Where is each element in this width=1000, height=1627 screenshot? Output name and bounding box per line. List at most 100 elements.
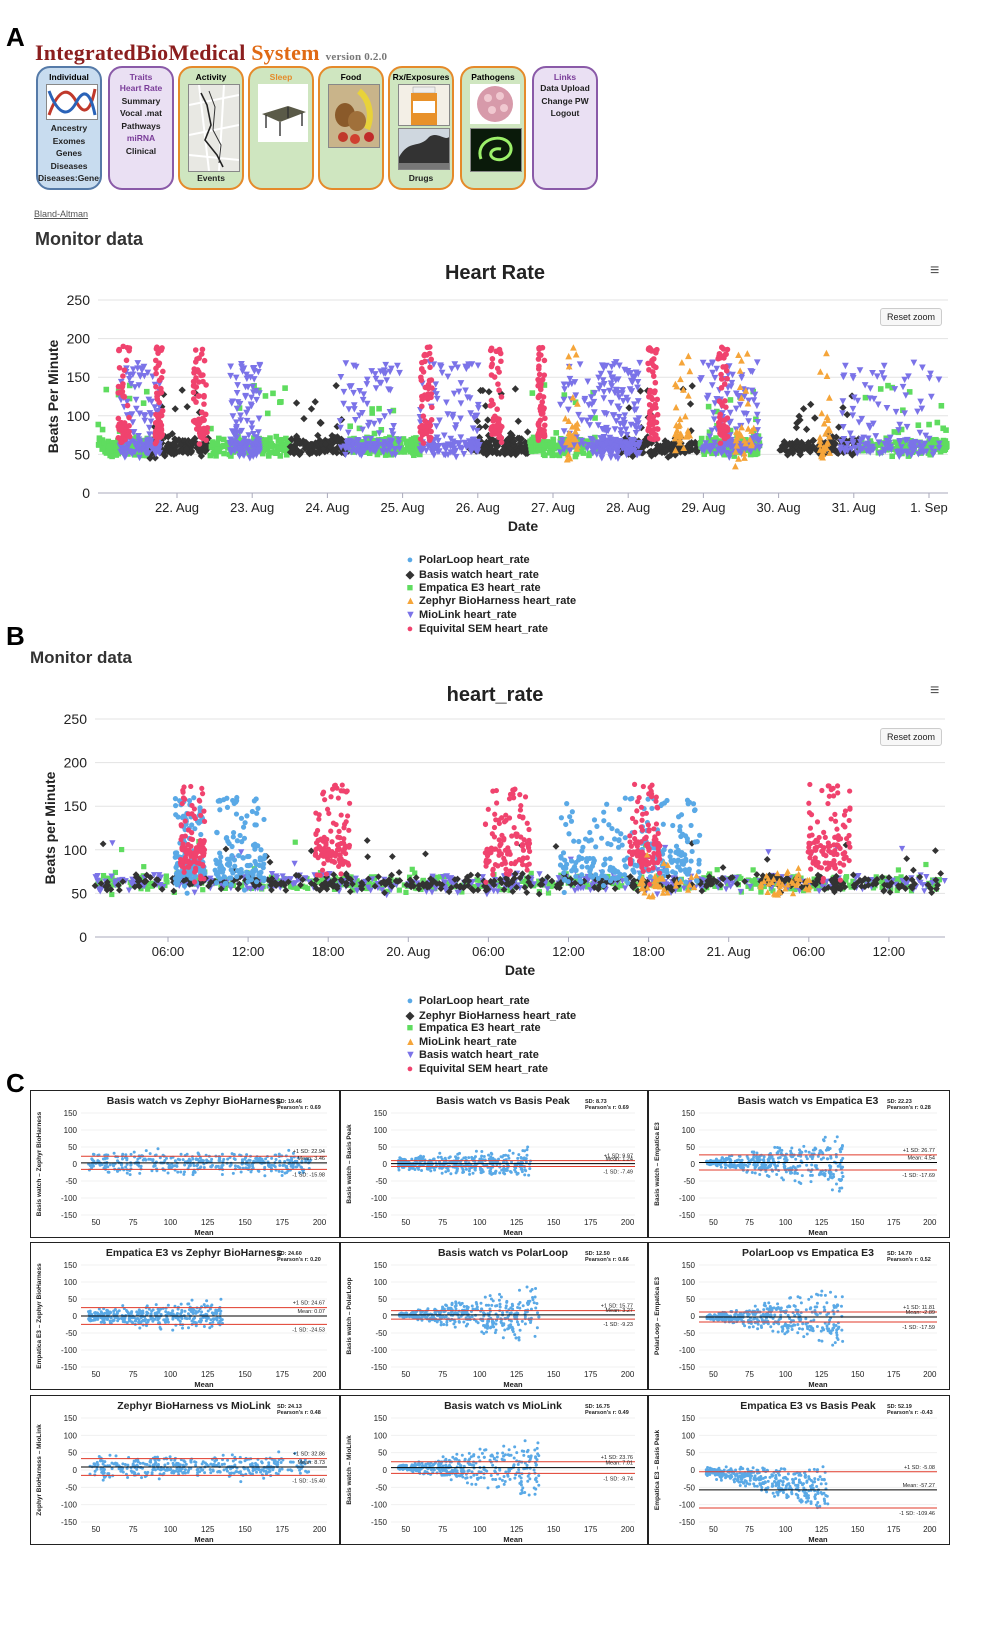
data-point	[681, 449, 689, 457]
legend-item[interactable]: ▲ Zephyr BioHarness heart_rate	[405, 595, 576, 607]
chart-a-reset-zoom-button[interactable]: Reset zoom	[880, 308, 943, 326]
data-point	[565, 429, 573, 437]
data-point	[131, 384, 139, 391]
data-point	[473, 440, 481, 447]
tile-traits-item[interactable]: Heart Rate	[119, 83, 163, 93]
bland-altman-link[interactable]: Bland-Altman	[34, 209, 89, 219]
link-logout[interactable]: Logout	[550, 108, 580, 118]
data-point	[883, 404, 891, 412]
data-point	[822, 430, 829, 437]
data-point	[861, 382, 869, 389]
tile-individual-item[interactable]: Exomes	[52, 135, 86, 146]
legend-item[interactable]: ▼ MioLink heart_rate	[405, 609, 517, 621]
data-point	[158, 433, 165, 439]
tile-individual-item[interactable]: Diseases:Genes	[38, 173, 102, 183]
tile-activity-item[interactable]: Events	[197, 172, 225, 183]
tile-sleep[interactable]: Sleep	[248, 66, 314, 190]
chart-a-title: Heart Rate	[444, 262, 546, 284]
data-point	[799, 405, 808, 413]
tile-food[interactable]: Food	[318, 66, 384, 190]
data-point	[861, 883, 869, 891]
data-point	[837, 438, 845, 446]
data-point	[490, 881, 498, 889]
data-point	[650, 414, 657, 420]
data-point	[408, 442, 415, 449]
data-point	[422, 850, 429, 858]
data-point	[634, 398, 642, 405]
data-point	[132, 405, 140, 413]
data-point	[747, 883, 754, 890]
legend-item[interactable]: ◆ Basis watch heart_rate	[405, 568, 539, 581]
data-point	[849, 412, 857, 419]
link-data-upload[interactable]: Data Upload	[540, 83, 590, 93]
data-point	[667, 451, 675, 459]
data-point	[156, 399, 163, 406]
data-point	[151, 404, 159, 411]
data-point	[192, 347, 199, 353]
data-point	[119, 878, 127, 885]
tile-traits[interactable]: Traits Heart Rate Summary Vocal .mat Pat…	[108, 66, 174, 190]
data-point	[143, 441, 151, 449]
data-point	[781, 443, 790, 451]
data-point	[204, 429, 210, 436]
data-point	[880, 879, 886, 886]
chart-b-reset-zoom-button[interactable]: Reset zoom	[880, 728, 943, 746]
tile-traits-item[interactable]: Summary	[121, 95, 161, 106]
data-point	[423, 888, 430, 895]
data-point	[221, 874, 227, 880]
tile-traits-item[interactable]: Clinical	[125, 145, 157, 156]
tile-rx-exposures[interactable]: Rx/Exposures Drugs	[388, 66, 454, 190]
data-point	[268, 442, 274, 448]
data-point	[592, 415, 598, 421]
data-point	[792, 424, 801, 432]
data-point	[391, 440, 398, 446]
data-point	[292, 880, 299, 887]
data-point	[886, 882, 893, 890]
chart-a-menu-icon[interactable]: ≡	[930, 262, 940, 279]
tile-individual-item[interactable]: Ancestry	[50, 123, 88, 133]
tile-individual-item[interactable]: Genes	[56, 148, 82, 158]
data-point	[573, 873, 579, 880]
legend-item[interactable]: ● PolarLoop heart_rate	[405, 554, 530, 566]
data-point	[154, 876, 162, 884]
tile-traits-item[interactable]: miRNA	[126, 133, 156, 143]
tile-individual-item[interactable]: Diseases	[50, 160, 88, 171]
data-point	[621, 366, 629, 374]
data-point	[700, 447, 708, 455]
data-point	[541, 429, 547, 436]
data-point	[609, 412, 617, 419]
legend-item[interactable]: ■ Empatica E3 heart_rate	[405, 582, 541, 594]
data-point	[123, 357, 130, 364]
data-point	[611, 361, 618, 368]
data-point	[553, 430, 560, 436]
legend-item[interactable]: ● Equivital SEM heart_rate	[405, 623, 548, 635]
data-point	[376, 418, 384, 425]
food-image	[328, 84, 380, 148]
data-point	[291, 884, 297, 890]
data-point	[417, 419, 424, 426]
data-point	[290, 449, 298, 458]
tile-pathogens[interactable]: Pathogens	[460, 66, 526, 190]
data-point	[215, 798, 221, 804]
data-point	[649, 369, 656, 375]
data-point	[136, 883, 143, 890]
chart-b-menu-icon[interactable]: ≡	[930, 682, 940, 699]
tile-traits-item[interactable]: Vocal .mat	[120, 108, 162, 118]
data-point	[473, 427, 481, 435]
data-point	[360, 391, 368, 398]
tile-rx-title: Rx/Exposures	[392, 72, 450, 82]
tile-links[interactable]: Links Data Upload Change PW Logout	[532, 66, 598, 190]
tile-activity[interactable]: Activity Events	[178, 66, 244, 190]
tile-traits-title: Traits	[129, 72, 153, 82]
data-point	[634, 384, 641, 392]
link-change-pw[interactable]: Change PW	[541, 95, 589, 106]
tile-rx-item[interactable]: Drugs	[408, 172, 434, 183]
data-point	[727, 427, 734, 434]
data-point	[508, 431, 516, 439]
data-point	[568, 858, 575, 864]
tile-traits-item[interactable]: Pathways	[121, 120, 161, 131]
data-point	[856, 367, 864, 374]
tile-individual[interactable]: Individual Ancestry Exomes Genes Disease…	[36, 66, 102, 190]
